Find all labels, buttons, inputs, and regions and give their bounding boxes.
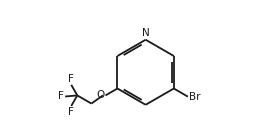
- Text: O: O: [96, 90, 105, 100]
- Text: F: F: [58, 91, 64, 101]
- Text: F: F: [68, 107, 74, 117]
- Text: Br: Br: [189, 92, 200, 102]
- Text: F: F: [68, 74, 74, 84]
- Text: N: N: [142, 28, 150, 38]
